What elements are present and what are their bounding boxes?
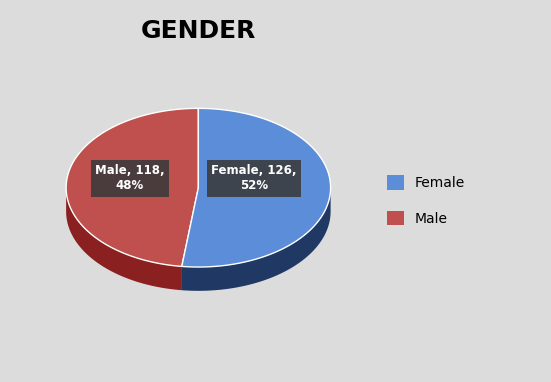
Polygon shape [182, 108, 331, 267]
Polygon shape [66, 187, 182, 290]
Legend: Female, Male: Female, Male [382, 170, 471, 231]
Text: Female, 126,
52%: Female, 126, 52% [211, 164, 296, 193]
Polygon shape [182, 188, 331, 291]
Polygon shape [182, 188, 198, 290]
Polygon shape [182, 188, 198, 290]
Text: GENDER: GENDER [141, 19, 256, 43]
Polygon shape [66, 108, 198, 266]
Text: Male, 118,
48%: Male, 118, 48% [95, 164, 164, 193]
